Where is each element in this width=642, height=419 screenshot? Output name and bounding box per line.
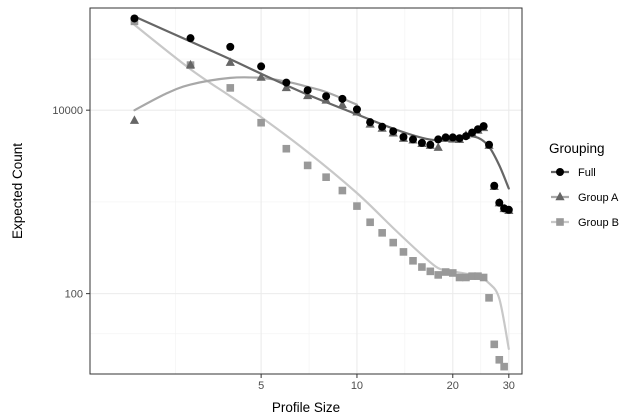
- group-b-point: [399, 248, 408, 256]
- group-b-point: [353, 202, 361, 210]
- full-point: [461, 132, 470, 141]
- panel-background: [90, 8, 522, 374]
- group-b-point: [474, 272, 482, 280]
- full-point: [490, 181, 499, 190]
- legend-key-full: [556, 168, 564, 176]
- group-b-point: [338, 186, 347, 195]
- full-point: [504, 205, 513, 214]
- group-a-point: [129, 115, 140, 124]
- group-b-point: [303, 161, 312, 170]
- data-points: [129, 14, 514, 371]
- grid: [90, 8, 522, 374]
- legend-label: Group B: [578, 217, 619, 229]
- full-point: [257, 62, 266, 71]
- full-point: [352, 105, 361, 114]
- x-tick-label: 20: [447, 380, 459, 392]
- group-b-point: [434, 271, 443, 279]
- full-point: [186, 34, 195, 43]
- full-point: [434, 135, 443, 144]
- group-b-point: [378, 229, 386, 237]
- full-point: [389, 127, 398, 136]
- y-axis: 100 10000: [52, 105, 90, 301]
- group-b-point: [418, 263, 426, 271]
- group-b-point: [322, 173, 330, 181]
- full-point: [399, 133, 408, 142]
- panel-border: [89, 7, 523, 375]
- legend-label: Full: [578, 167, 596, 179]
- group-b-point: [500, 362, 508, 371]
- full-point: [226, 42, 235, 51]
- group-b-point: [389, 238, 398, 247]
- full-point: [441, 133, 450, 142]
- group-b-point: [226, 84, 235, 92]
- full-point: [338, 94, 347, 103]
- full-point: [455, 134, 464, 143]
- y-axis-title: Expected Count: [10, 143, 25, 239]
- group-a-point: [303, 90, 313, 100]
- group-a-point: [256, 72, 266, 81]
- group-b-point: [448, 269, 457, 277]
- group-a-point: [433, 142, 443, 151]
- y-tick-label: 100: [65, 289, 83, 301]
- group-b-point: [257, 118, 265, 127]
- full-point: [417, 138, 426, 147]
- group-b-point: [485, 294, 493, 302]
- x-tick-label: 5: [258, 380, 264, 392]
- y-tick-label: 10000: [52, 105, 83, 117]
- full-point: [130, 14, 139, 23]
- x-tick-label: 30: [503, 380, 515, 392]
- full-point: [366, 118, 375, 127]
- full-point: [468, 128, 477, 137]
- group-a-point: [185, 59, 196, 69]
- full-point: [485, 140, 494, 149]
- full-point: [426, 140, 435, 149]
- legend-title: Grouping: [549, 141, 605, 156]
- full-point: [448, 133, 457, 142]
- full-point: [479, 122, 488, 131]
- group-a-point: [225, 57, 235, 66]
- group-b-point: [479, 273, 488, 282]
- group-b-point: [409, 257, 417, 265]
- group-b-point: [455, 273, 464, 282]
- group-b-point: [366, 218, 374, 227]
- x-tick-label: 10: [351, 380, 363, 392]
- group-b-point: [441, 268, 450, 276]
- full-point: [303, 86, 312, 95]
- legend-label: Group A: [578, 192, 619, 204]
- group-b-point: [490, 340, 499, 349]
- group-a-point: [337, 99, 347, 109]
- group-b-point: [468, 272, 476, 280]
- group-b-point: [495, 355, 504, 364]
- group-b-point: [426, 267, 435, 276]
- x-axis-title: Profile Size: [272, 400, 340, 415]
- group-b-point: [282, 144, 291, 153]
- full-point: [495, 198, 504, 207]
- legend: Grouping Full Group A Group B: [549, 141, 619, 229]
- full-point: [378, 122, 387, 131]
- full-point: [409, 135, 418, 144]
- x-axis: 5 10 20 30: [258, 374, 515, 392]
- full-point: [322, 92, 331, 101]
- legend-key-group-a: [555, 191, 565, 201]
- legend-key-group-b: [556, 218, 564, 226]
- group-a-point: [281, 82, 291, 92]
- group-b-point: [462, 273, 470, 282]
- full-point: [282, 78, 291, 87]
